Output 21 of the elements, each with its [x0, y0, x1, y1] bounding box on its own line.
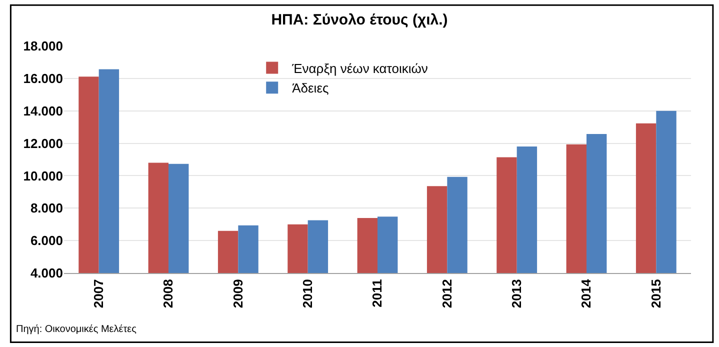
x-tick-label: 2012: [439, 279, 454, 308]
chart-title: ΗΠΑ: Σύνολο έτους (χιλ.): [271, 11, 448, 28]
x-tick-label: 2014: [578, 278, 594, 308]
x-tick-label: 2015: [648, 279, 664, 308]
y-tick-label: 12.000: [23, 136, 63, 151]
text: Πηγή: Οικονομικές Μελέτες: [16, 324, 137, 335]
y-tick-label: 4.000: [30, 266, 63, 281]
y-tick-label: 8.000: [30, 200, 63, 216]
y-tick-label: 14.000: [23, 103, 63, 118]
x-tick-label: 2007: [91, 279, 106, 308]
x-tick-label: 2011: [370, 279, 385, 308]
x-tick-label: 2010: [300, 279, 316, 308]
x-tick-label: 2009: [230, 279, 246, 308]
y-tick-label: 6.000: [30, 233, 63, 248]
y-tick-label: 16.000: [23, 70, 63, 86]
x-tick-label: 2013: [509, 279, 524, 308]
x-tick-label: 2008: [160, 279, 176, 308]
y-tick-label: 18.000: [23, 38, 63, 54]
legend-label: Έναρξη νέων κατοικιών: [291, 60, 428, 76]
legend-label: Άδειες: [292, 80, 329, 96]
y-tick-label: 10.000: [23, 168, 63, 184]
